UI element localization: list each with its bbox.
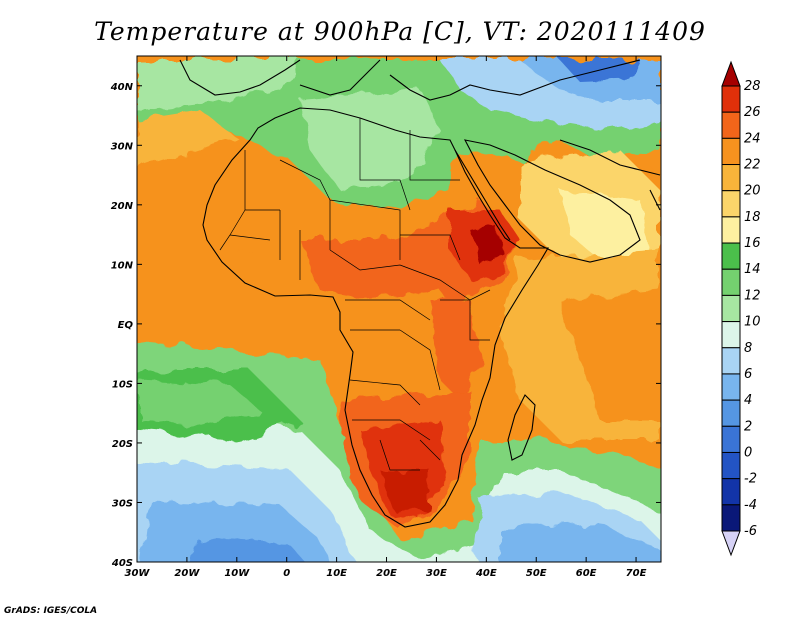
- colorbar-label: 14: [744, 262, 761, 277]
- lon-tick-label: 60E: [576, 568, 597, 579]
- lon-tick-label: 40E: [475, 568, 497, 579]
- colorbar-segment: [721, 399, 741, 427]
- colorbar-upper-triangle: [721, 60, 741, 87]
- lat-tick-label: 40N: [110, 82, 134, 93]
- lat-tick-label: 20N: [111, 201, 134, 212]
- lon-tick-label: 30E: [426, 568, 447, 579]
- lon-tick-label: 10E: [326, 568, 347, 579]
- colorbar-segment: [721, 164, 741, 192]
- colorbar-segment: [721, 478, 741, 506]
- lat-tick-label: 10S: [112, 379, 133, 390]
- figure-title: Temperature at 900hPa [C], VT: 202011140…: [94, 17, 706, 46]
- colorbar-segment: [721, 111, 741, 139]
- colorbar-segment: [721, 242, 741, 270]
- colorbar-label: 10: [744, 315, 761, 330]
- colorbar-label: 4: [744, 393, 752, 408]
- lat-tick-label: 30S: [112, 498, 133, 509]
- colorbar-label: -6: [744, 524, 757, 539]
- colorbar-label: 2: [744, 419, 752, 434]
- lat-tick-label: 10N: [111, 260, 134, 271]
- latitude-axis: 40N 30N 20N 10N EQ 10S 20S 30S 40S: [110, 82, 661, 569]
- lon-tick-label: 50E: [526, 568, 547, 579]
- colorbar-label: 18: [744, 210, 761, 225]
- colorbar-label: 20: [744, 184, 761, 199]
- temperature-field: [137, 56, 661, 562]
- colorbar-label: 8: [744, 341, 752, 356]
- lon-tick-label: 20E: [376, 568, 397, 579]
- lon-tick-label: 10W: [224, 568, 250, 579]
- colorbar-label: -2: [744, 472, 757, 487]
- lon-tick-label: 70E: [626, 568, 647, 579]
- lat-tick-label: 40S: [111, 558, 133, 569]
- colorbar-segment: [721, 85, 741, 113]
- lat-tick-label: EQ: [118, 320, 134, 331]
- colorbar-label: 0: [744, 445, 752, 460]
- lat-tick-label: 30N: [111, 141, 134, 152]
- colorbar-segment: [721, 347, 741, 375]
- colorbar-label: 12: [744, 288, 761, 303]
- colorbar-segment: [721, 451, 741, 480]
- colorbar-label: 28: [744, 79, 761, 94]
- map-frame: [136, 55, 662, 563]
- lon-tick-label: 0: [283, 568, 290, 579]
- colorbar-segment: [721, 373, 741, 401]
- colorbar-segment: [721, 216, 741, 244]
- longitude-axis: 30W 20W 10W 0 10E 20E 30E 40E 50E 60E 70E: [125, 56, 647, 579]
- colorbar-label: 6: [744, 367, 752, 382]
- credit-label: GrADS: IGES/COLA: [4, 606, 97, 616]
- colorbar-segment: [721, 504, 741, 532]
- colorbar-label: 26: [744, 105, 761, 120]
- lat-tick-label: 20S: [112, 439, 133, 450]
- colorbar-label: 16: [744, 236, 761, 251]
- colorbar-label: -4: [744, 498, 757, 513]
- lon-tick-label: 20W: [174, 568, 200, 579]
- colorbar-segment: [721, 294, 741, 323]
- country-borders: [219, 118, 491, 471]
- colorbar-segment: [721, 321, 741, 349]
- colorbar-segment: [721, 425, 741, 453]
- colorbar-segment: [721, 190, 741, 218]
- lon-tick-label: 30W: [125, 568, 151, 579]
- colorbar-label: 24: [744, 131, 761, 146]
- colorbar-label: 22: [744, 158, 761, 173]
- colorbar-lower-triangle: [721, 530, 741, 557]
- colorbar-segment: [721, 268, 741, 296]
- coastlines: [179, 59, 661, 528]
- colorbar-segment: [721, 137, 741, 166]
